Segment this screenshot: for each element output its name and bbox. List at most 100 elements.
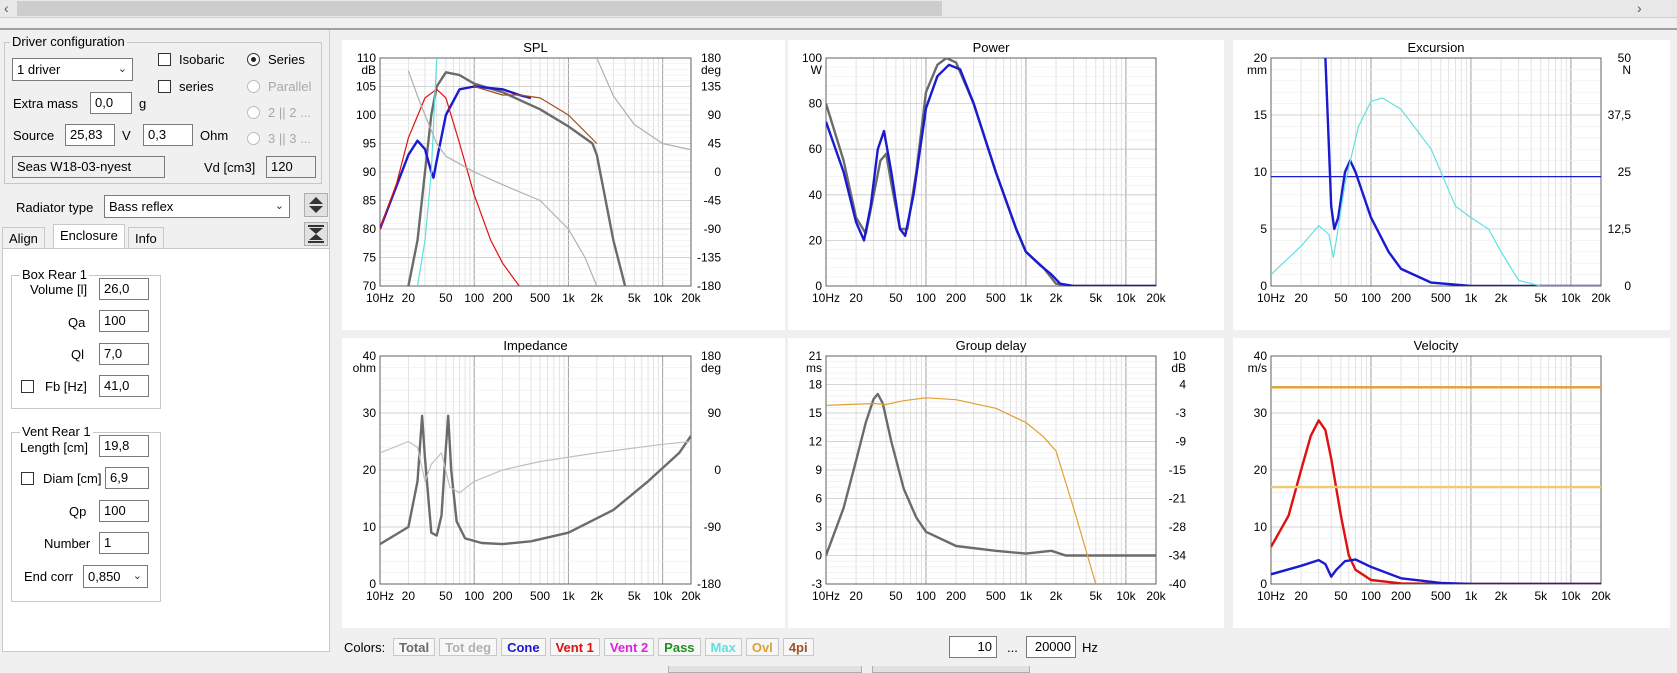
- y2-tick-label: 12,5: [1608, 222, 1632, 236]
- x-tick-label: 500: [530, 589, 550, 603]
- fb-checkbox[interactable]: [21, 380, 34, 393]
- number-input[interactable]: 1: [99, 532, 149, 554]
- x-tick-label: 10k: [653, 291, 673, 305]
- x-tick-label: 200: [1391, 589, 1411, 603]
- chevron-down-icon: ⌄: [132, 570, 142, 582]
- freq-from-input[interactable]: 10: [949, 636, 997, 658]
- chart-title: Impedance: [503, 338, 567, 353]
- y-tick-label: 95: [363, 137, 377, 151]
- x-tick-label: 10k: [1116, 589, 1136, 603]
- series-radio[interactable]: [247, 53, 260, 66]
- tab-info[interactable]: Info: [128, 227, 164, 249]
- diam-label: Diam [cm]: [43, 471, 102, 486]
- opt33-radio[interactable]: [247, 132, 260, 145]
- grid: [1270, 355, 1602, 585]
- freq-to-input[interactable]: 20000: [1026, 636, 1076, 658]
- hourglass-icon: [308, 225, 324, 243]
- series-line-tot-deg: [407, 70, 598, 286]
- volume-input[interactable]: 26,0: [99, 278, 149, 300]
- y-tick-label: 105: [356, 80, 376, 94]
- scroll-thumb[interactable]: [17, 1, 942, 16]
- chevron-down-icon: ⌄: [117, 63, 127, 75]
- y-tick-label: -3: [811, 577, 822, 591]
- color-legend: Total Tot deg Cone Vent 1 Vent 2 Pass Ma…: [393, 638, 814, 658]
- tab-enclosure[interactable]: Enclosure: [53, 224, 125, 249]
- vd-field[interactable]: 120: [266, 156, 316, 178]
- collapse-all-button[interactable]: [304, 222, 328, 246]
- color-total-button[interactable]: Total: [393, 638, 436, 656]
- driver-config-title: Driver configuration: [10, 34, 127, 49]
- x-tick-label: 10Hz: [1257, 291, 1285, 305]
- expand-collapse-button[interactable]: [304, 193, 328, 217]
- x-tick-label: 200: [1391, 291, 1411, 305]
- color-max-button[interactable]: Max: [704, 638, 742, 656]
- driver-count-select[interactable]: 1 driver ⌄: [12, 58, 133, 81]
- scroll-right-icon[interactable]: ›: [1637, 0, 1642, 16]
- chart-excursion: Excursion 20 15 10 5 0 mm 50 37,5 25 12,5 0 N 10Hz 20 5…: [1233, 40, 1670, 330]
- radiator-type-select[interactable]: Bass reflex ⌄: [104, 195, 290, 218]
- x-tick-label: 100: [916, 291, 936, 305]
- x-tick-label: 5k: [1089, 589, 1103, 603]
- source-resistance-input[interactable]: 0,3: [143, 124, 193, 146]
- x-tick-label: 5k: [628, 589, 642, 603]
- color-ovl-button[interactable]: Ovl: [745, 638, 779, 656]
- length-input[interactable]: 19,8: [99, 435, 149, 457]
- tab-align[interactable]: Align: [2, 227, 45, 249]
- plot-frame: [825, 355, 1157, 585]
- driver-config-group: [4, 42, 322, 184]
- x-tick-label: 20k: [1146, 291, 1166, 305]
- diam-checkbox[interactable]: [21, 472, 34, 485]
- isobaric-checkbox[interactable]: [158, 53, 171, 66]
- qa-input[interactable]: 100: [99, 310, 149, 332]
- y2-tick-label: -90: [704, 520, 722, 534]
- source-voltage-input[interactable]: 25,83: [65, 124, 115, 146]
- number-label: Number: [44, 536, 91, 551]
- series-line-total: [380, 414, 691, 546]
- x-tick-label: 10k: [653, 589, 673, 603]
- x-tick-label: 10Hz: [366, 291, 394, 305]
- x-tick-label: 20k: [1591, 291, 1611, 305]
- x-tick-label: 2k: [1050, 291, 1064, 305]
- y2-tick-label: 4: [1179, 378, 1186, 392]
- y-tick-label: 20: [809, 233, 823, 247]
- end-corr-select[interactable]: 0,850 ⌄: [83, 565, 148, 588]
- scroll-left-icon[interactable]: ‹: [4, 0, 9, 16]
- color-vent1-button[interactable]: Vent 1: [549, 638, 600, 656]
- driver-name-field[interactable]: Seas W18-03-nyest: [12, 156, 165, 178]
- color-tot-deg-button[interactable]: Tot deg: [439, 638, 498, 656]
- opt22-radio[interactable]: [247, 106, 260, 119]
- x-tick-label: 10Hz: [812, 589, 840, 603]
- x-tick-label: 20k: [681, 291, 701, 305]
- x-tick-label: 200: [946, 589, 966, 603]
- parallel-radio[interactable]: [247, 80, 260, 93]
- color-4pi-button[interactable]: 4pi: [782, 638, 814, 656]
- color-pass-button[interactable]: Pass: [658, 638, 701, 656]
- y2-axis-unit: deg: [701, 63, 721, 77]
- x-tick-label: 10Hz: [812, 291, 840, 305]
- length-label: Length [cm]: [20, 440, 88, 455]
- horizontal-scrollbar[interactable]: ‹ ›: [0, 0, 1677, 18]
- color-vent2-button[interactable]: Vent 2: [603, 638, 655, 656]
- series-line-cone: [1271, 558, 1601, 584]
- ql-input[interactable]: 7,0: [99, 343, 149, 365]
- extra-mass-input[interactable]: 0,0: [90, 92, 132, 114]
- y-tick-label: 21: [809, 349, 823, 363]
- color-cone-button[interactable]: Cone: [501, 638, 546, 656]
- y-tick-label: 0: [815, 549, 822, 563]
- qp-input[interactable]: 100: [99, 500, 149, 522]
- x-tick-label: 10Hz: [366, 589, 394, 603]
- x-tick-label: 1k: [1020, 291, 1034, 305]
- x-tick-label: 50: [1334, 589, 1348, 603]
- x-tick-label: 500: [986, 291, 1006, 305]
- extra-mass-label: Extra mass: [13, 96, 79, 111]
- parallel-radio-label: Parallel: [268, 79, 312, 94]
- x-tick-label: 100: [916, 589, 936, 603]
- y-tick-label: 6: [815, 492, 822, 506]
- fb-input[interactable]: 41,0: [99, 375, 149, 397]
- y-tick-label: 40: [1254, 349, 1268, 363]
- series-line-tot-deg: [596, 58, 691, 151]
- series-checkbox[interactable]: [158, 80, 171, 93]
- enclosure-tab-page: [2, 248, 330, 652]
- y-tick-label: 10: [1254, 165, 1268, 179]
- diam-input[interactable]: 6,9: [105, 467, 149, 489]
